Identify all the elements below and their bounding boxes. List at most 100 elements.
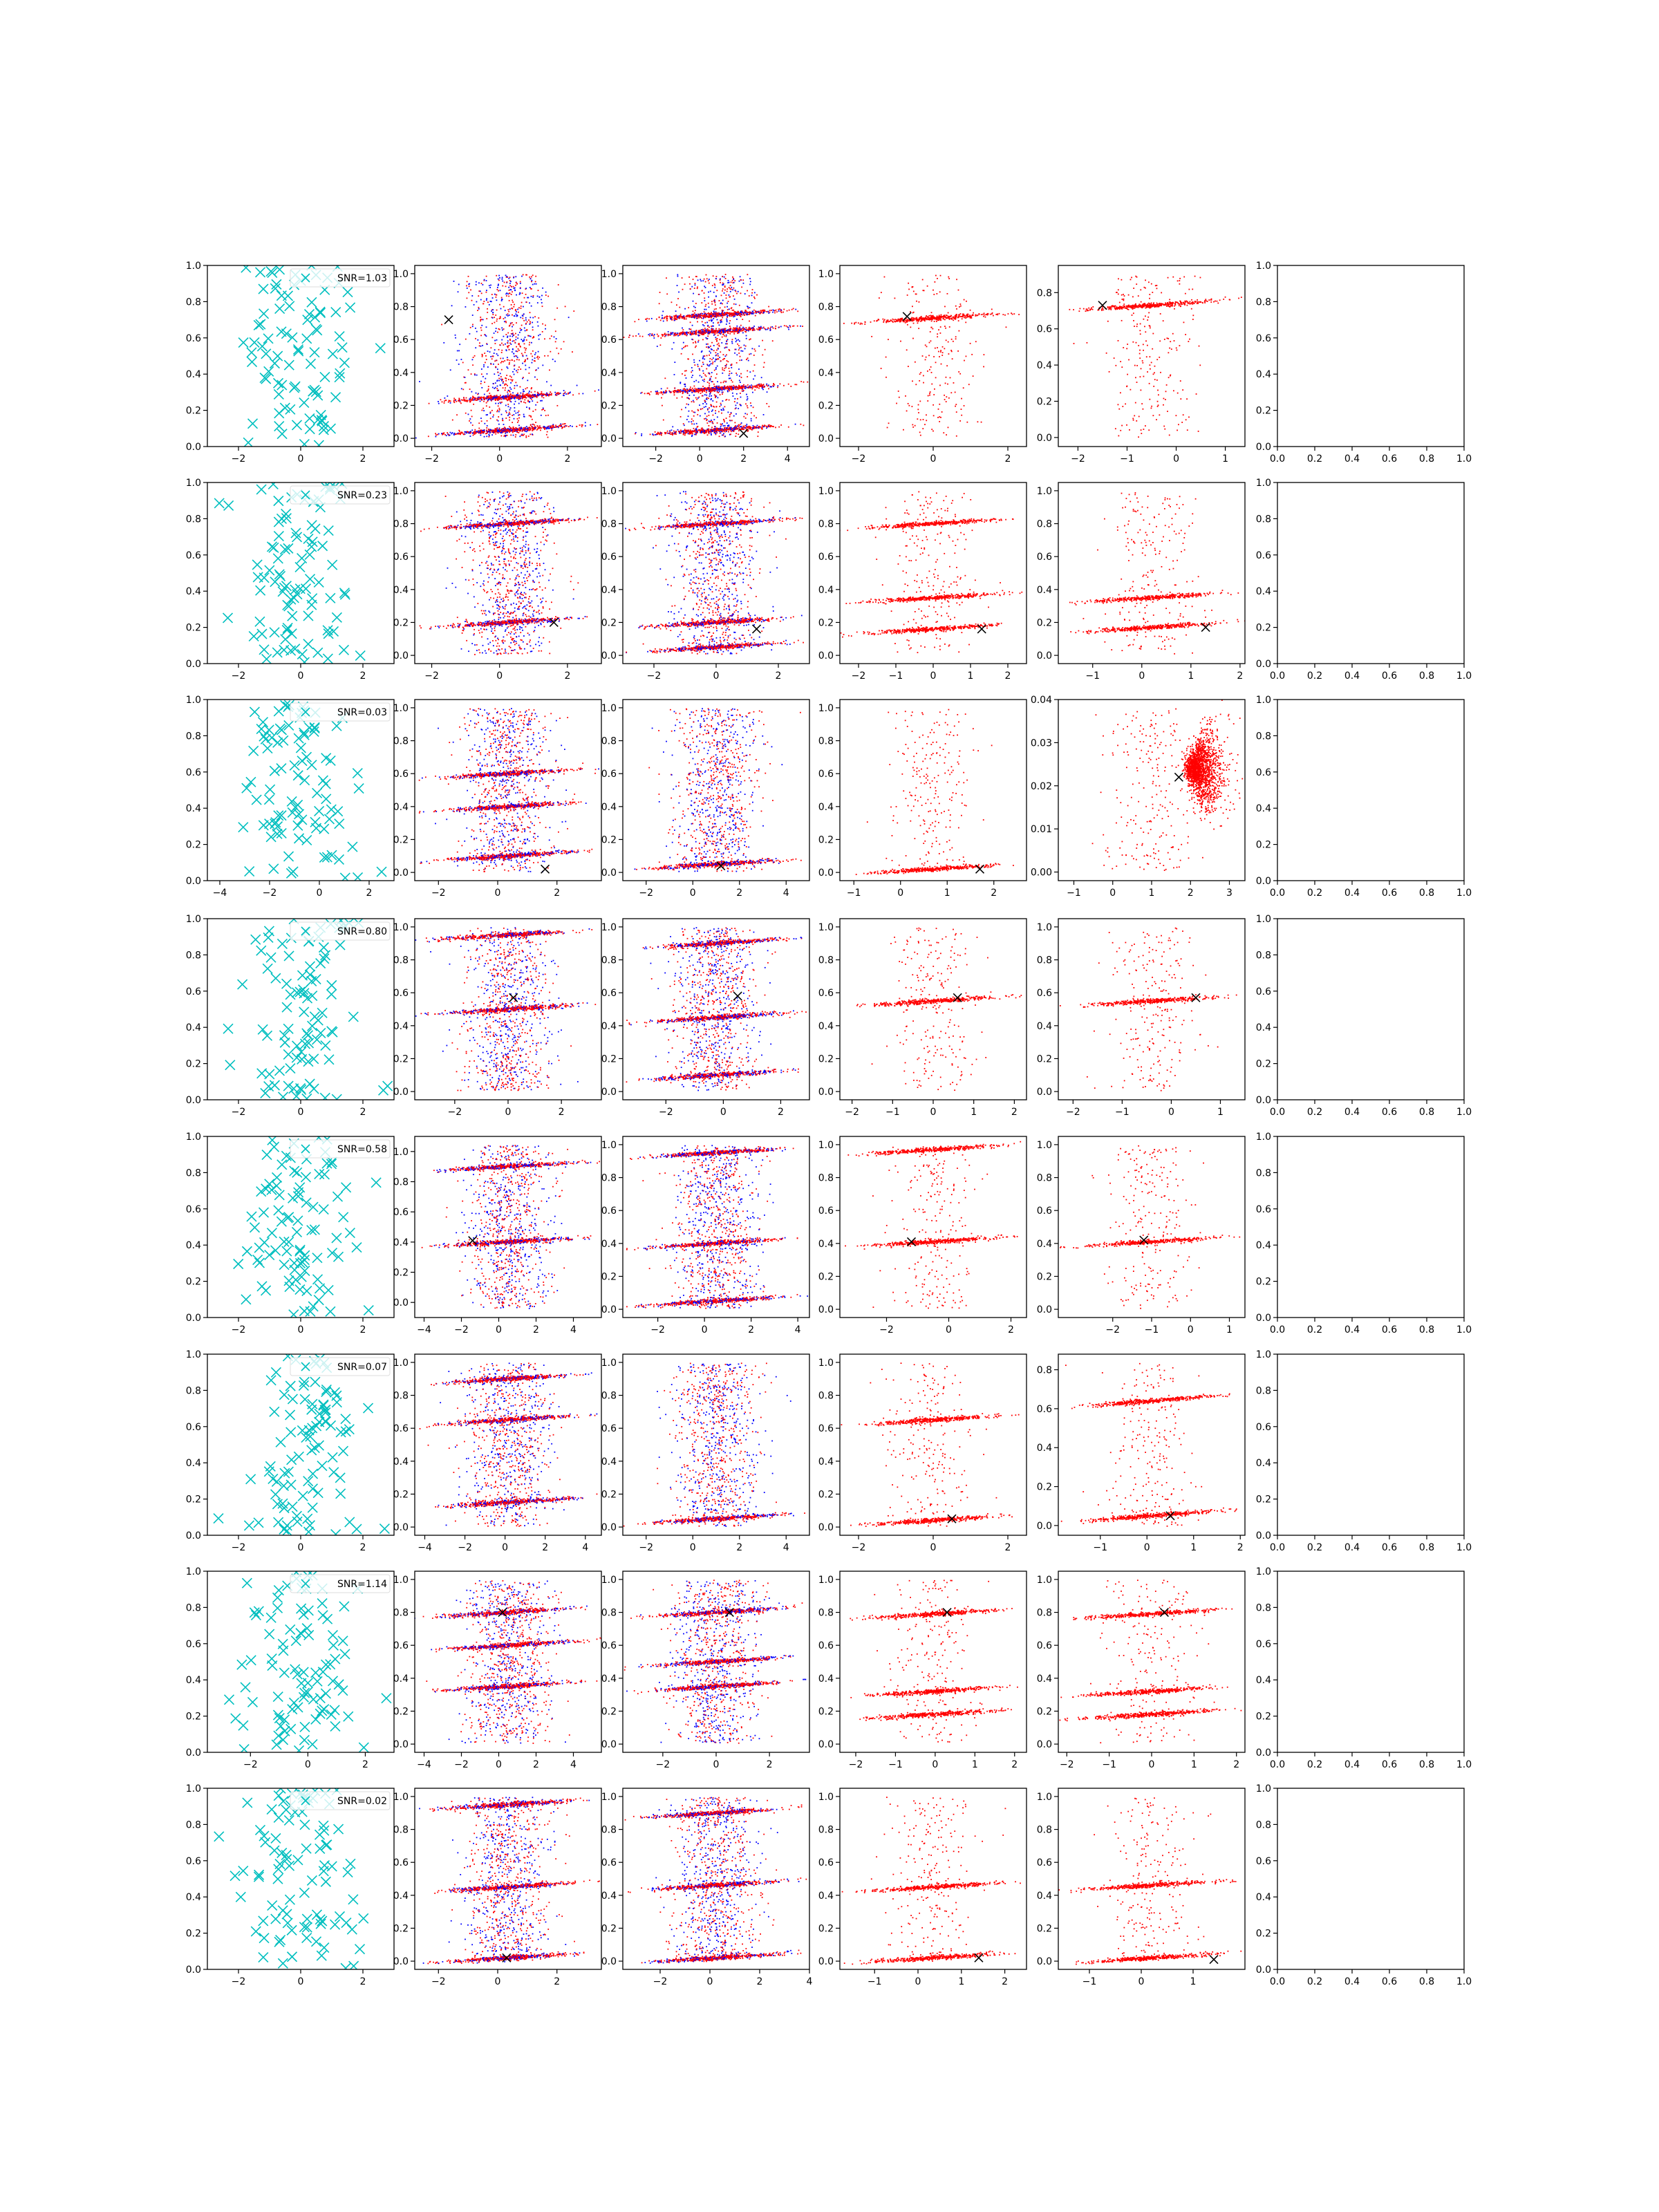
point-series-a [666,317,668,319]
point-series-b [707,332,709,335]
point-series-a [529,415,532,417]
point-series-b [473,399,474,401]
point-series-b [715,386,718,388]
point-series-a [665,316,667,318]
point-series-a [729,312,730,315]
point-series-a [675,335,677,337]
point-series-a [730,281,732,283]
point-series-b [700,313,702,315]
point-series-a [744,310,747,312]
point-series-a [738,312,740,314]
point-series-a [460,431,462,433]
point-series-b [532,397,534,399]
point-series-b [662,315,663,317]
point-series-b [438,433,440,435]
point-series-a [697,339,700,341]
point-series-a [509,280,511,281]
point-series-b [505,435,507,436]
point-series-a [693,430,695,432]
point-series-b [693,362,695,364]
point-series-b [516,357,518,359]
point-series-b [742,332,744,334]
point-series-a [728,348,730,350]
x-tick-label: 0 [697,453,703,465]
point-series-b [719,387,721,389]
point-series-a [462,432,464,434]
point-series-a [646,393,648,395]
point-series-a [748,427,750,429]
point-series-a [760,427,762,429]
point-series-a [722,303,723,305]
point-series-a [733,427,735,429]
point-series-a [758,386,760,388]
point-series-b [702,357,704,359]
point-series-a [465,412,467,414]
point-series-a [780,424,782,426]
point-series-a [704,317,706,319]
point-series-a [519,281,521,283]
point-series-b [438,402,440,404]
point-series-a [512,422,514,424]
point-series-b [498,274,500,276]
point-series-a [897,390,899,392]
point-series-b [498,402,499,404]
point-series-b [726,346,728,348]
point-series-a [505,429,507,431]
point-series-b [490,284,491,286]
point-series-b [501,396,503,398]
sample-point [274,265,285,275]
point-series-b [508,413,510,415]
point-series-a [735,327,737,329]
point-series-a [513,394,515,396]
point-series-a [471,424,474,427]
point-series-b [727,329,729,331]
point-series-a [721,314,723,316]
point-series-a [763,310,765,312]
point-series-b [521,395,523,397]
point-series-a [686,431,688,433]
point-series-b [767,425,769,427]
point-series-a [508,390,510,392]
point-series-b [708,296,710,298]
point-series-a [536,428,538,430]
point-series-a [673,433,675,435]
point-series-a [520,307,522,309]
point-series-b [519,282,521,284]
point-series-a [478,306,480,308]
point-series-a [507,430,509,432]
point-series-a [515,429,516,431]
y-tick-label: 0.2 [601,400,617,411]
point-series-a [733,332,735,335]
point-series-a [541,306,543,308]
point-series-b [535,404,537,406]
point-series-a [541,396,543,397]
point-series-a [669,433,671,435]
point-series-a [706,346,707,348]
point-series-a [697,286,698,288]
sample-point [309,347,320,358]
point-series-b [697,314,700,316]
point-series-a [516,430,518,431]
point-series-a [494,343,496,344]
point-series-a [709,379,711,381]
point-series-b [694,306,696,308]
point-series-a [527,393,529,395]
point-series-a [749,339,751,341]
point-series-b [534,427,536,429]
point-series-a [737,332,739,335]
point-series-a [724,346,727,348]
point-series-a [742,385,743,387]
point-series-b [521,328,523,330]
point-series-a [491,429,494,431]
point-series-a [667,335,669,337]
point-series-b [485,414,487,416]
point-series-a [666,430,668,432]
point-series-a [739,404,741,405]
point-series-a [715,316,718,318]
point-series-a [762,366,765,368]
point-series-b [497,285,499,286]
point-series-b [510,344,512,345]
point-series-b [760,377,762,379]
point-series-a [694,310,696,312]
point-series-a [725,366,727,368]
